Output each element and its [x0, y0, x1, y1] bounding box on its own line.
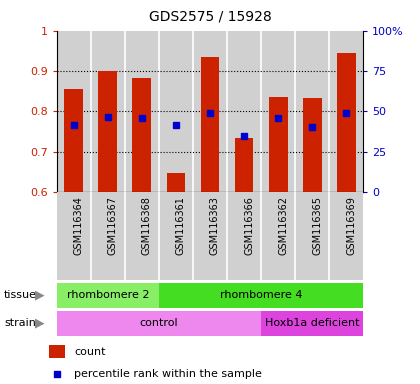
Bar: [57, 283, 159, 308]
Bar: [57, 311, 261, 336]
Text: GSM116361: GSM116361: [176, 197, 186, 255]
Bar: [98, 71, 117, 192]
Text: control: control: [139, 318, 178, 328]
Text: rhombomere 4: rhombomere 4: [220, 290, 302, 300]
Bar: [201, 57, 219, 192]
Text: count: count: [74, 347, 106, 357]
Text: GSM116362: GSM116362: [278, 197, 288, 255]
Text: GDS2575 / 15928: GDS2575 / 15928: [149, 10, 271, 23]
Text: rhombomere 2: rhombomere 2: [66, 290, 149, 300]
Text: GSM116364: GSM116364: [74, 197, 84, 255]
Text: tissue: tissue: [4, 290, 37, 300]
Bar: [193, 192, 227, 280]
Bar: [303, 98, 322, 192]
Bar: [91, 192, 125, 280]
Bar: [227, 31, 261, 192]
Bar: [49, 345, 65, 358]
Bar: [125, 31, 159, 192]
Text: GSM116367: GSM116367: [108, 197, 118, 255]
Bar: [132, 78, 151, 192]
Bar: [57, 31, 91, 192]
Bar: [295, 31, 329, 192]
Bar: [227, 192, 261, 280]
Bar: [159, 31, 193, 192]
Bar: [261, 311, 363, 336]
Bar: [91, 31, 125, 192]
Bar: [125, 192, 159, 280]
Text: GSM116369: GSM116369: [346, 197, 356, 255]
Text: GSM116368: GSM116368: [142, 197, 152, 255]
Bar: [159, 283, 363, 308]
Bar: [235, 137, 253, 192]
Bar: [64, 89, 83, 192]
Bar: [261, 192, 295, 280]
Bar: [329, 31, 363, 192]
Text: percentile rank within the sample: percentile rank within the sample: [74, 369, 262, 379]
Text: ▶: ▶: [35, 289, 45, 302]
Bar: [193, 31, 227, 192]
Text: GSM116366: GSM116366: [244, 197, 254, 255]
Bar: [337, 53, 356, 192]
Bar: [269, 97, 288, 192]
Bar: [329, 192, 363, 280]
Bar: [261, 31, 295, 192]
Text: Hoxb1a deficient: Hoxb1a deficient: [265, 318, 360, 328]
Bar: [295, 192, 329, 280]
Bar: [167, 173, 185, 192]
Text: GSM116365: GSM116365: [312, 197, 322, 255]
Text: GSM116363: GSM116363: [210, 197, 220, 255]
Bar: [159, 192, 193, 280]
Text: strain: strain: [4, 318, 36, 328]
Text: ▶: ▶: [35, 317, 45, 330]
Bar: [57, 192, 91, 280]
